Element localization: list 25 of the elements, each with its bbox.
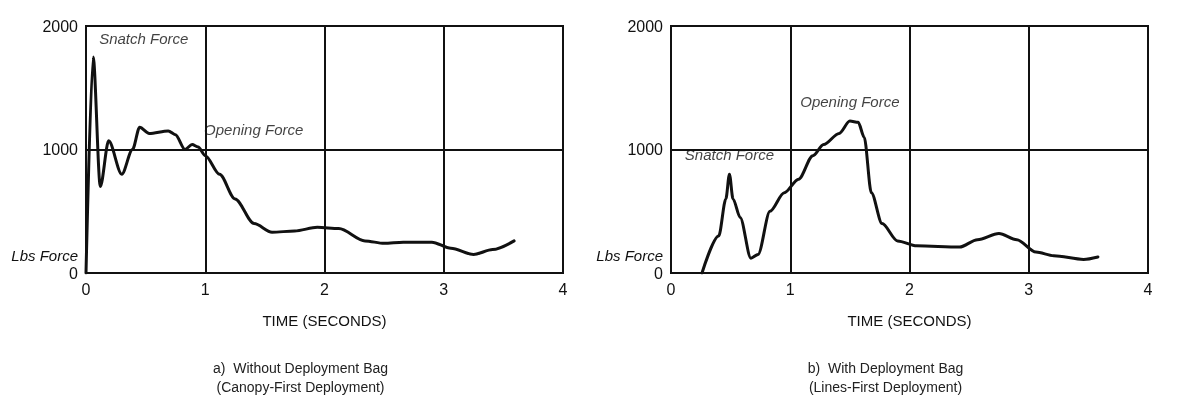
x-axis-title: TIME (SECONDS) — [262, 312, 387, 329]
text: b) With Deployment Bag (Lines-First Deployment) — [807, 359, 964, 395]
x-tick-label: 1 — [785, 280, 795, 298]
text: a) Without Deployment Bag (Canopy-First Deployment) — [212, 359, 389, 395]
x-tick-label: 4 — [558, 280, 568, 298]
x-tick-label: 1 — [200, 280, 210, 298]
x-tick-label: 4 — [1143, 280, 1153, 298]
annotation: Opening Force — [204, 120, 304, 138]
y-tick-label: 2000 — [627, 17, 664, 35]
x-axis-title: TIME (SECONDS) — [847, 312, 972, 329]
x-tick-label: 0 — [81, 280, 91, 298]
x-tick-label: 3 — [439, 280, 449, 298]
y-tick-label: 0 — [69, 264, 79, 282]
y-tick-label: 0 — [654, 264, 664, 282]
y-tick-label: 1000 — [627, 141, 664, 158]
x-tick-label: 3 — [1024, 280, 1034, 298]
annotation: Opening Force — [800, 93, 900, 111]
x-tick-label: 2 — [905, 280, 915, 298]
x-tick-label: 2 — [320, 280, 330, 298]
y-tick-label: 1000 — [42, 141, 79, 158]
x-tick-label: 0 — [666, 280, 676, 298]
annotation: Snatch Force — [99, 30, 189, 48]
y-tick-label: 2000 — [42, 17, 79, 35]
y-axis-title: Lbs Force — [596, 247, 663, 264]
y-axis-title: Lbs Force — [11, 247, 78, 264]
